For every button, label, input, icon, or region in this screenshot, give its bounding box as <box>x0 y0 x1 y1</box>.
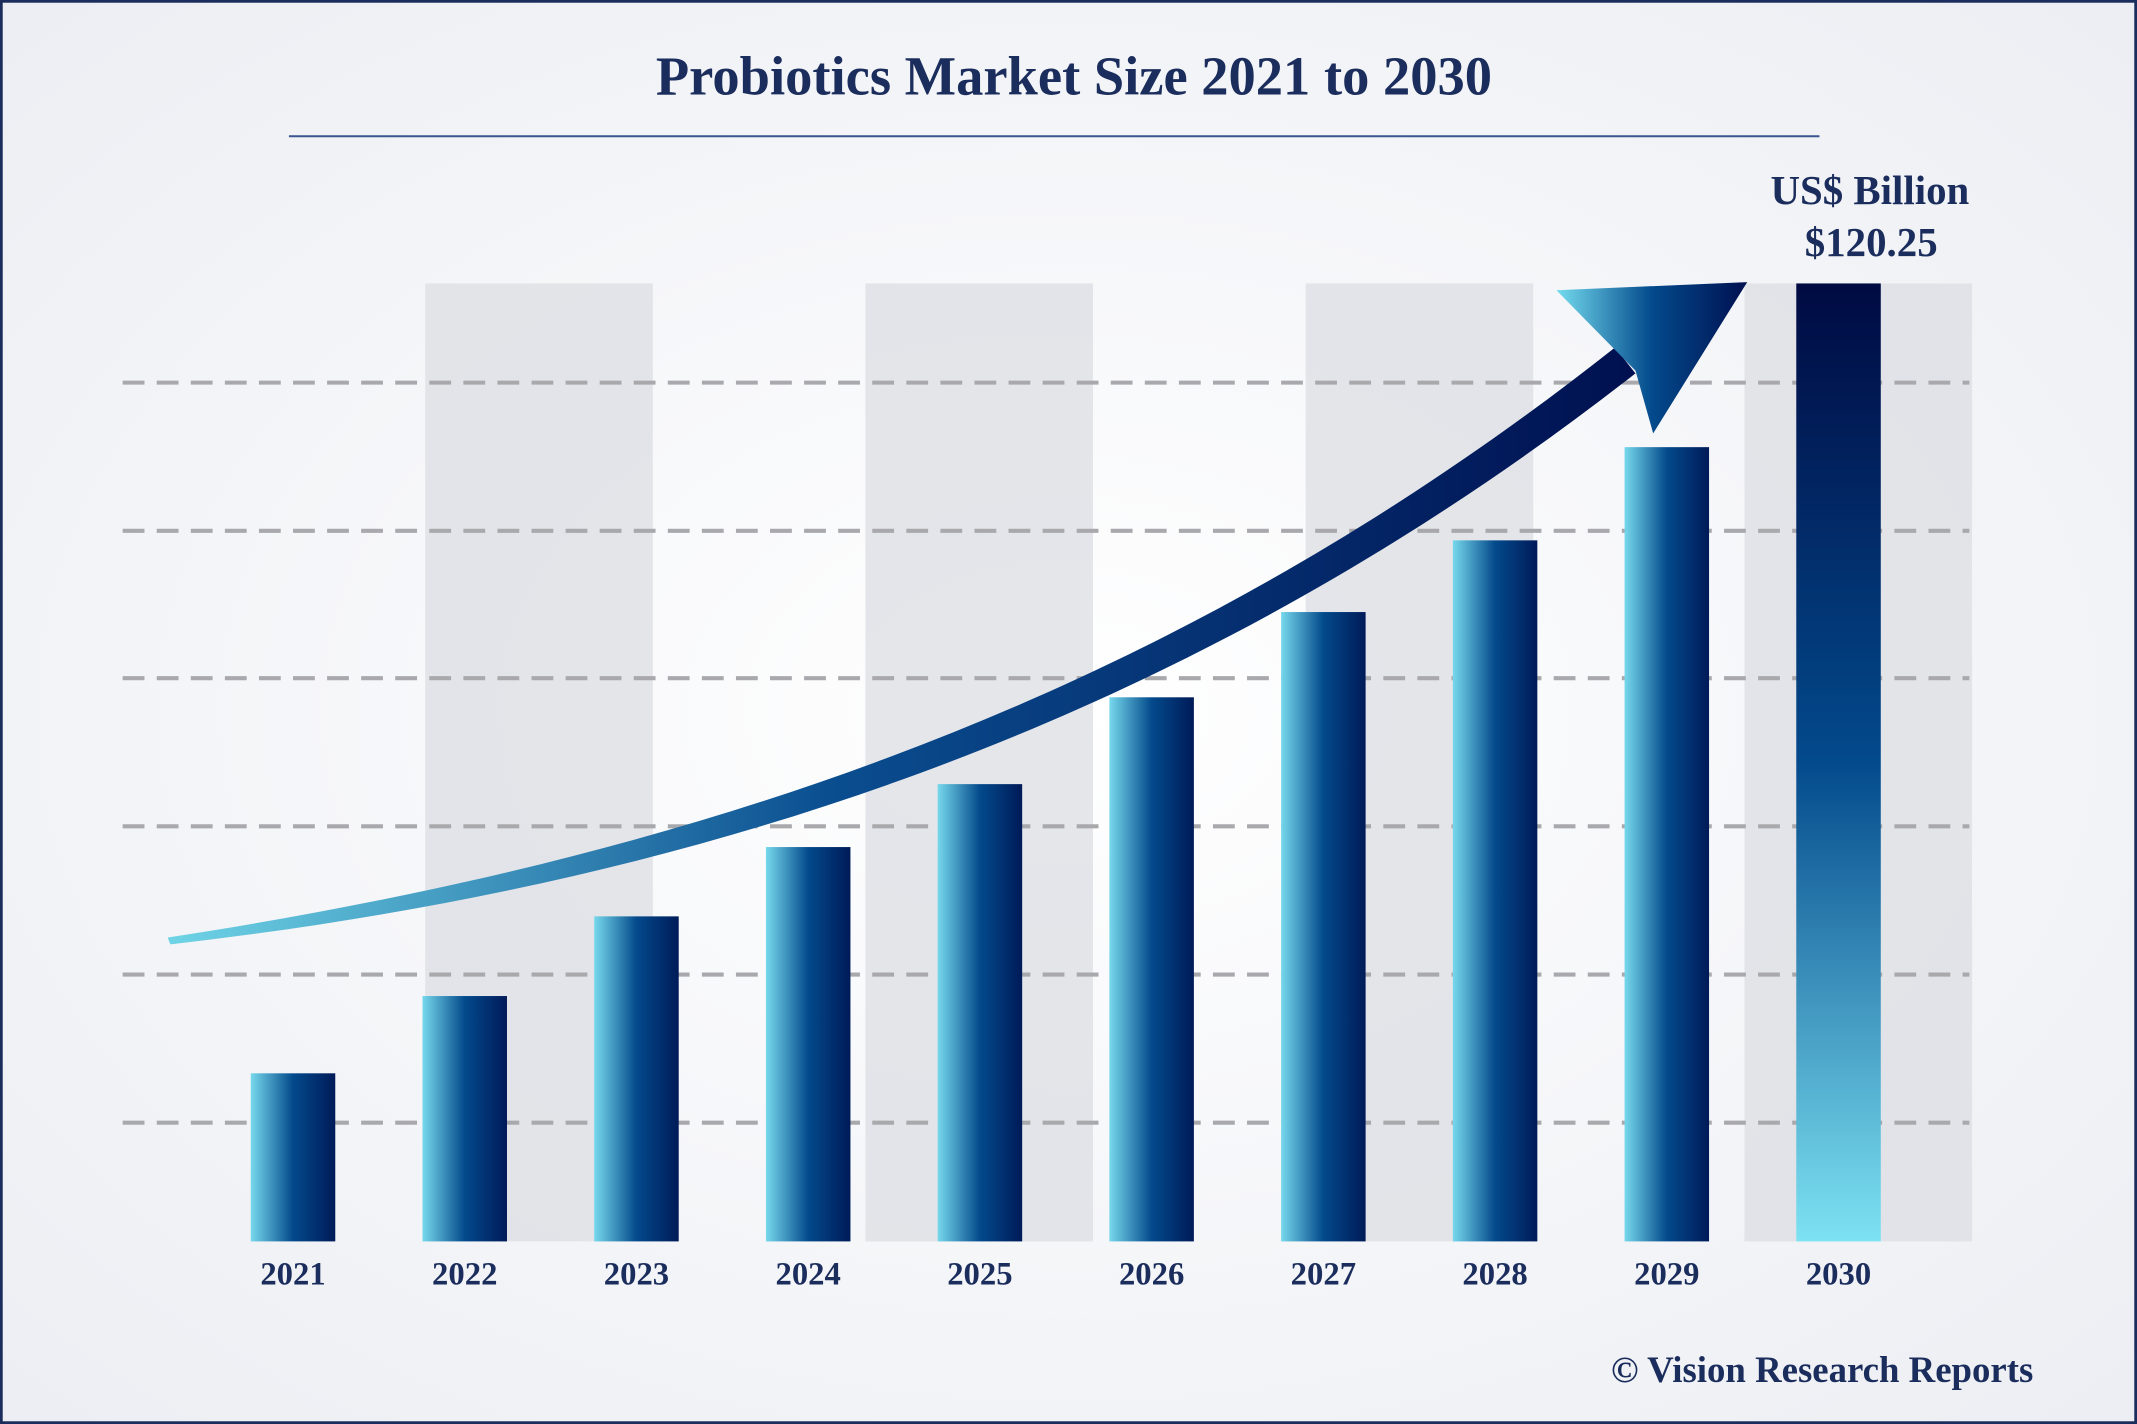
x-tick-label: 2024 <box>775 1256 840 1292</box>
bar <box>1109 697 1194 1242</box>
x-tick-label: 2030 <box>1806 1256 1871 1292</box>
trend-arrow-head <box>1556 282 1748 434</box>
source: © Vision Research Reports <box>1611 1349 2033 1390</box>
bar <box>1281 612 1366 1242</box>
x-tick-label: 2028 <box>1462 1256 1527 1292</box>
bar <box>1452 540 1538 1242</box>
bar <box>594 916 679 1242</box>
x-tick-label: 2021 <box>260 1256 325 1292</box>
x-tick-label: 2025 <box>947 1256 1012 1292</box>
x-tick-label: 2022 <box>432 1256 497 1292</box>
bar <box>1796 283 1881 1242</box>
value-label: $120.25 <box>1805 220 1938 265</box>
bar <box>1624 447 1710 1242</box>
x-tick-label: 2023 <box>604 1256 669 1292</box>
x-tick-label: 2026 <box>1119 1256 1184 1292</box>
unit-label: US$ Billion <box>1770 168 1969 213</box>
x-tick-label: 2029 <box>1634 1256 1699 1292</box>
bar <box>250 1073 336 1242</box>
bar <box>422 996 507 1242</box>
bar <box>765 847 851 1242</box>
x-tick-label: 2027 <box>1291 1256 1356 1292</box>
chart-title: Probiotics Market Size 2021 to 2030 <box>656 45 1492 106</box>
bar <box>937 784 1023 1242</box>
